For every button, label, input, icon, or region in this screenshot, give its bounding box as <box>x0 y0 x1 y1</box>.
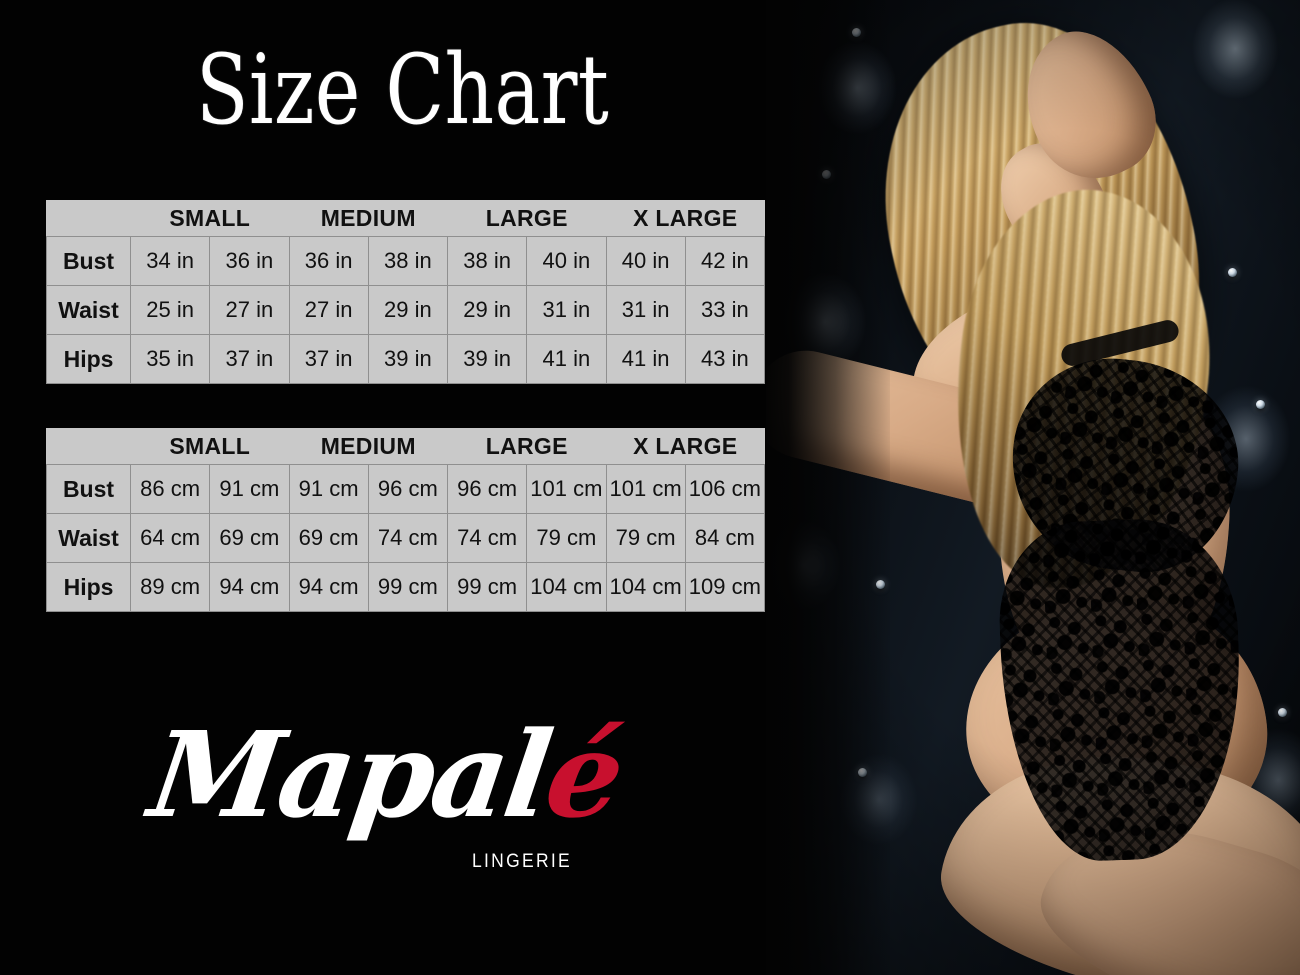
table-row: Waist 25 in 27 in 27 in 29 in 29 in 31 i… <box>46 285 766 335</box>
cell-waist-xlarge-max: 84 cm <box>684 513 766 563</box>
cell-waist-small-max: 69 cm <box>209 513 290 563</box>
cell-hips-small-max: 37 in <box>209 334 290 384</box>
cell-hips-xlarge-max: 43 in <box>684 334 766 384</box>
cell-hips-large-min: 39 in <box>446 334 528 384</box>
cell-bust-small-min: 86 cm <box>129 464 211 514</box>
cell-hips-medium-min: 37 in <box>288 334 369 384</box>
cell-bust-small-min: 34 in <box>129 236 211 286</box>
cell-bust-medium-max: 38 in <box>367 236 449 286</box>
table-body-inches: Bust 34 in 36 in 36 in 38 in 38 in 40 in… <box>46 236 766 384</box>
cell-bust-small-max: 91 cm <box>209 464 290 514</box>
table-corner-cell <box>46 200 131 237</box>
header-x-large: X LARGE <box>606 428 765 465</box>
cell-bust-large-min: 96 cm <box>446 464 528 514</box>
table-corner-cell <box>46 428 131 465</box>
cell-bust-xlarge-max: 42 in <box>684 236 766 286</box>
cell-waist-large-min: 29 in <box>446 285 528 335</box>
cell-waist-medium-min: 69 cm <box>288 513 369 563</box>
table-body-centimeters: Bust 86 cm 91 cm 91 cm 96 cm 96 cm 101 c… <box>46 464 766 612</box>
cell-bust-xlarge-min: 40 in <box>605 236 686 286</box>
cell-bust-large-max: 40 in <box>526 236 607 286</box>
photo-left-fade <box>760 0 890 975</box>
brand-wordmark: Mapalé <box>142 705 629 844</box>
cell-bust-xlarge-min: 101 cm <box>605 464 686 514</box>
cell-waist-small-min: 25 in <box>129 285 211 335</box>
cell-hips-xlarge-min: 104 cm <box>605 562 686 612</box>
brand-wordmark-base: Mapal <box>142 705 558 844</box>
cell-bust-large-max: 101 cm <box>526 464 607 514</box>
size-table-centimeters: SMALL MEDIUM LARGE X LARGE Bust 86 cm 91… <box>46 428 766 612</box>
cell-waist-small-min: 64 cm <box>129 513 211 563</box>
cell-hips-medium-max: 99 cm <box>367 562 449 612</box>
cell-hips-medium-max: 39 in <box>367 334 449 384</box>
header-large: LARGE <box>447 200 606 237</box>
cell-hips-small-min: 89 cm <box>129 562 211 612</box>
header-medium: MEDIUM <box>289 200 448 237</box>
cell-bust-medium-min: 91 cm <box>288 464 369 514</box>
header-small: SMALL <box>130 200 289 237</box>
cell-hips-small-max: 94 cm <box>209 562 290 612</box>
page-title: Size Chart <box>196 34 610 146</box>
model-photo <box>760 0 1300 975</box>
header-large: LARGE <box>447 428 606 465</box>
table-header-centimeters: SMALL MEDIUM LARGE X LARGE <box>46 428 765 465</box>
cell-bust-small-max: 36 in <box>209 236 290 286</box>
cell-bust-xlarge-max: 106 cm <box>684 464 766 514</box>
cell-hips-large-min: 99 cm <box>446 562 528 612</box>
cell-hips-xlarge-min: 41 in <box>605 334 686 384</box>
row-label-waist: Waist <box>46 285 131 335</box>
table-row: Hips 89 cm 94 cm 94 cm 99 cm 99 cm 104 c… <box>46 562 766 612</box>
cell-waist-large-max: 31 in <box>526 285 607 335</box>
cell-bust-large-min: 38 in <box>446 236 528 286</box>
brand-tagline: LINGERIE <box>472 851 573 872</box>
cell-hips-medium-min: 94 cm <box>288 562 369 612</box>
cell-waist-small-max: 27 in <box>209 285 290 335</box>
header-medium: MEDIUM <box>289 428 448 465</box>
table-row: Bust 86 cm 91 cm 91 cm 96 cm 96 cm 101 c… <box>46 464 766 514</box>
cell-bust-medium-min: 36 in <box>288 236 369 286</box>
row-label-waist: Waist <box>46 513 131 563</box>
cell-waist-xlarge-min: 31 in <box>605 285 686 335</box>
cell-waist-medium-max: 29 in <box>367 285 449 335</box>
table-row: Waist 64 cm 69 cm 69 cm 74 cm 74 cm 79 c… <box>46 513 766 563</box>
cell-waist-large-min: 74 cm <box>446 513 528 563</box>
header-x-large: X LARGE <box>606 200 765 237</box>
brand-logo: Mapalé LINGERIE <box>142 705 629 901</box>
cell-hips-large-max: 41 in <box>526 334 607 384</box>
header-small: SMALL <box>130 428 289 465</box>
row-label-bust: Bust <box>46 464 131 514</box>
row-label-hips: Hips <box>46 562 131 612</box>
cell-waist-xlarge-min: 79 cm <box>605 513 686 563</box>
cell-waist-medium-max: 74 cm <box>367 513 449 563</box>
table-row: Bust 34 in 36 in 36 in 38 in 38 in 40 in… <box>46 236 766 286</box>
header-row: SMALL MEDIUM LARGE X LARGE <box>46 428 765 465</box>
cell-hips-small-min: 35 in <box>129 334 211 384</box>
table-row: Hips 35 in 37 in 37 in 39 in 39 in 41 in… <box>46 334 766 384</box>
row-label-bust: Bust <box>46 236 131 286</box>
cell-waist-medium-min: 27 in <box>288 285 369 335</box>
cell-bust-medium-max: 96 cm <box>367 464 449 514</box>
cell-waist-large-max: 79 cm <box>526 513 607 563</box>
header-row: SMALL MEDIUM LARGE X LARGE <box>46 200 765 237</box>
table-header-inches: SMALL MEDIUM LARGE X LARGE <box>46 200 765 237</box>
cell-waist-xlarge-max: 33 in <box>684 285 766 335</box>
cell-hips-large-max: 104 cm <box>526 562 607 612</box>
cell-hips-xlarge-max: 109 cm <box>684 562 766 612</box>
size-table-inches: SMALL MEDIUM LARGE X LARGE Bust 34 in 36… <box>46 200 766 384</box>
row-label-hips: Hips <box>46 334 131 384</box>
